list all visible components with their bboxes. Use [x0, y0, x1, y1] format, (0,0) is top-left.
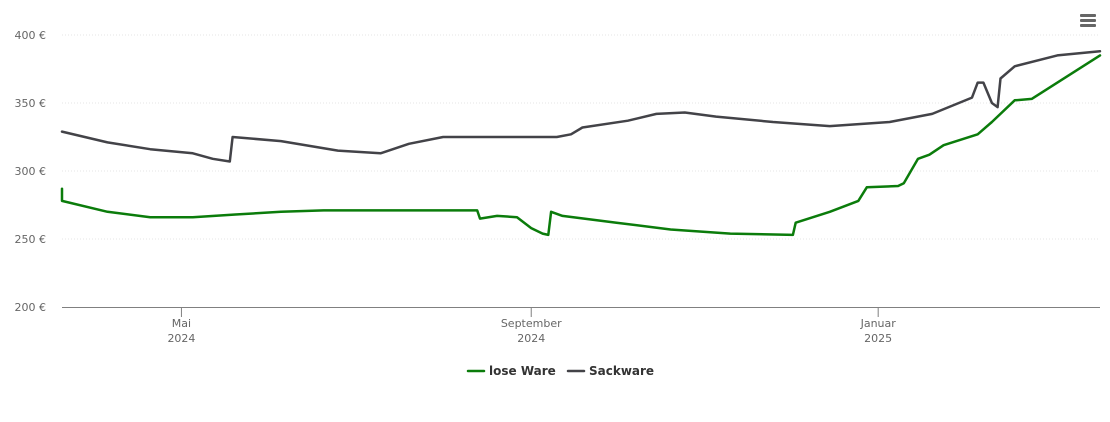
- x-tick-label-year: 2025: [864, 332, 892, 345]
- legend-label: Sackware: [589, 364, 654, 378]
- series-group: [60, 50, 1102, 237]
- series-line-lose-ware: [60, 54, 1102, 237]
- legend-label: lose Ware: [489, 364, 556, 378]
- x-tick-label-year: 2024: [167, 332, 195, 345]
- legend-item-lose-ware[interactable]: lose Ware: [466, 364, 556, 378]
- menu-bar: [1080, 24, 1096, 27]
- y-tick-label: 250 €: [15, 233, 47, 246]
- y-tick-label: 400 €: [15, 29, 47, 42]
- x-tick-label-year: 2024: [517, 332, 545, 345]
- series-line-sackware: [60, 50, 1102, 163]
- y-tick-label: 200 €: [15, 301, 47, 314]
- x-axis: Mai 2024 September 2024 Januar 2025: [62, 307, 1100, 345]
- y-axis: 200 € 250 € 300 € 350 € 400 €: [15, 29, 47, 314]
- menu-bar: [1080, 14, 1096, 17]
- grid-lines: [62, 34, 1100, 240]
- x-tick-label: Mai: [172, 317, 191, 330]
- y-tick-label: 350 €: [15, 97, 47, 110]
- menu-bar: [1080, 19, 1096, 22]
- x-tick-label: Januar: [860, 317, 897, 330]
- y-tick-label: 300 €: [15, 165, 47, 178]
- hamburger-menu-icon[interactable]: [1076, 12, 1100, 32]
- legend[interactable]: lose Ware Sackware: [466, 364, 654, 378]
- legend-item-sackware[interactable]: Sackware: [566, 364, 654, 378]
- x-tick-label: September: [501, 317, 562, 330]
